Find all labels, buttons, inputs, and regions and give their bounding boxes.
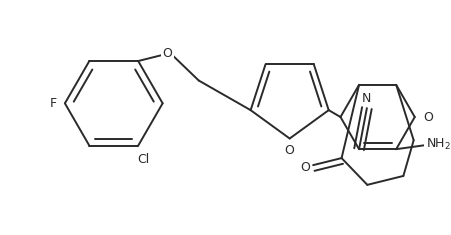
- Text: O: O: [300, 161, 310, 173]
- Text: O: O: [423, 110, 433, 124]
- Text: F: F: [50, 97, 57, 110]
- Text: N: N: [361, 92, 371, 105]
- Text: O: O: [284, 144, 294, 157]
- Text: O: O: [162, 47, 172, 60]
- Text: Cl: Cl: [137, 153, 149, 166]
- Text: NH$_2$: NH$_2$: [425, 137, 450, 152]
